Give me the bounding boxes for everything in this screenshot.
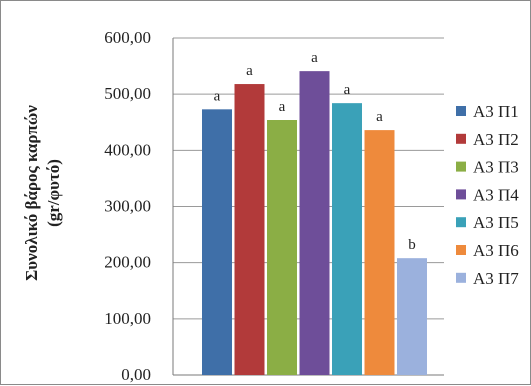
data-label: a — [279, 99, 286, 115]
legend-swatch — [456, 133, 466, 144]
y-tick-label: 600,00 — [104, 28, 151, 47]
data-label: a — [246, 63, 253, 79]
legend-swatch — [456, 189, 466, 200]
y-tick-label: 200,00 — [104, 253, 151, 272]
legend-label: Α3 Π2 — [473, 130, 519, 149]
legend-label: Α3 Π4 — [473, 185, 519, 204]
bar — [299, 71, 330, 375]
y-tick-label: 400,00 — [104, 140, 151, 159]
data-label: a — [311, 50, 318, 66]
bar — [397, 258, 427, 375]
bar — [267, 120, 297, 376]
legend-swatch — [456, 245, 466, 255]
legend-label: Α3 Π1 — [473, 102, 519, 121]
y-axis-label-line1: Συνολικό βάρος καρπών — [22, 105, 41, 281]
bar — [202, 109, 232, 375]
legend-swatch — [456, 217, 466, 228]
bar — [364, 130, 395, 375]
bar — [332, 103, 362, 376]
y-axis-label-line2: (gr/φυτό) — [44, 159, 63, 227]
y-tick-labels: 0,00 100,00 200,00 300,00 400,00 500,00 600,00 — [104, 28, 151, 384]
data-labels: a a a a a a b — [214, 50, 416, 253]
bar — [234, 84, 265, 375]
legend-swatch — [456, 272, 466, 283]
y-tick-label: 0,00 — [121, 365, 151, 384]
y-tick-label: 500,00 — [104, 84, 151, 103]
bars — [202, 71, 427, 376]
legend: Α3 Π1 Α3 Π2 Α3 Π3 Α3 Π4 Α3 Π5 Α3 Π6 Α3 Π7 — [456, 102, 519, 288]
y-axis-title: Συνολικό βάρος καρπών (gr/φυτό) — [22, 105, 63, 281]
y-tick-label: 300,00 — [104, 197, 151, 216]
legend-label: Α3 Π5 — [473, 213, 519, 232]
legend-label: Α3 Π7 — [473, 269, 519, 288]
legend-label: Α3 Π3 — [473, 158, 519, 177]
y-tick-label: 100,00 — [104, 309, 151, 328]
legend-swatch — [456, 106, 466, 116]
legend-label: Α3 Π6 — [473, 241, 519, 260]
data-label: a — [376, 109, 383, 125]
data-label: a — [214, 88, 221, 104]
legend-swatch — [456, 161, 466, 172]
data-label: a — [344, 82, 351, 98]
data-label: b — [408, 237, 416, 253]
